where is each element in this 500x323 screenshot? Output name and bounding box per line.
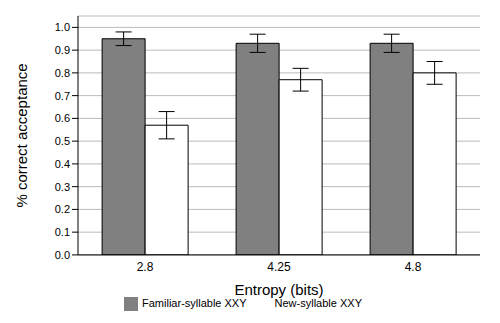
svg-text:Entropy (bits): Entropy (bits) — [234, 281, 323, 298]
svg-text:4.25: 4.25 — [267, 260, 291, 274]
svg-text:0.5: 0.5 — [55, 135, 70, 147]
svg-text:0.8: 0.8 — [55, 67, 70, 79]
svg-text:0.3: 0.3 — [55, 181, 70, 193]
svg-text:% correct acceptance: % correct acceptance — [13, 63, 30, 207]
svg-text:1.0: 1.0 — [55, 21, 70, 33]
svg-text:2.8: 2.8 — [137, 260, 154, 274]
svg-text:0.9: 0.9 — [55, 44, 70, 56]
svg-text:0.6: 0.6 — [55, 112, 70, 124]
html-text:Familiar-syllable XXY: Familiar-syllable XXY — [142, 296, 247, 309]
svg-text:0.1: 0.1 — [55, 226, 70, 238]
html-text:New-syllable XXY: New-syllable XXY — [274, 296, 362, 309]
svg-text:0.2: 0.2 — [55, 203, 70, 215]
svg-text:0.7: 0.7 — [55, 90, 70, 102]
svg-text:0.4: 0.4 — [55, 158, 70, 170]
svg-text:4.8: 4.8 — [405, 260, 422, 274]
svg-text:0.0: 0.0 — [55, 249, 70, 261]
